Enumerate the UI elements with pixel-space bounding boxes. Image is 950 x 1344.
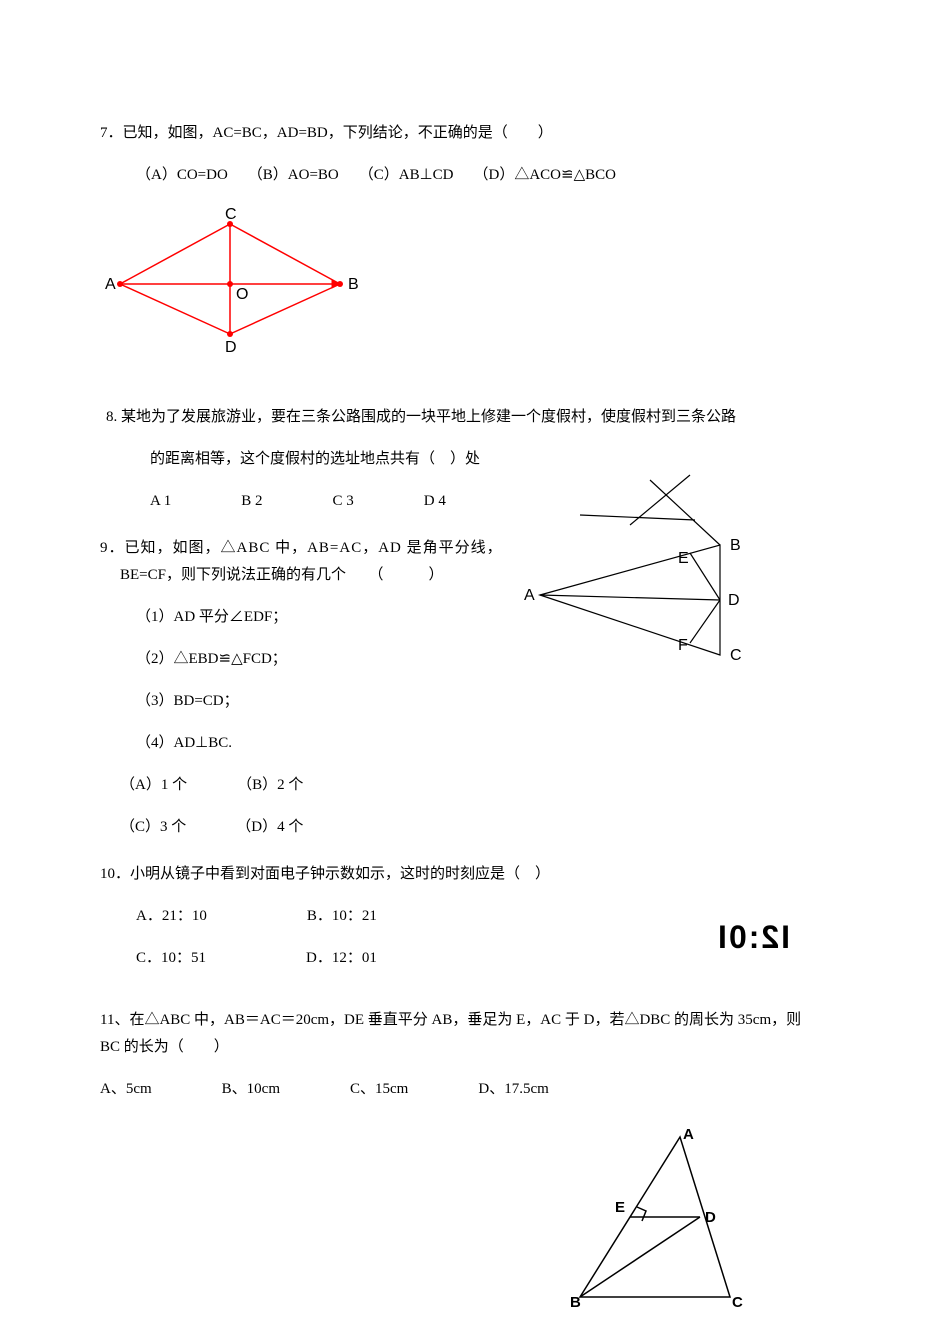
- q7-label-c: C: [225, 206, 237, 223]
- q7-label-o: O: [236, 286, 248, 303]
- q9-opt-b: （B）2 个: [237, 772, 303, 799]
- q8-opt-b: B 2: [241, 488, 262, 515]
- q9-label-e: E: [678, 550, 689, 567]
- q10-clock-display: I2:0I: [716, 909, 850, 967]
- q11-label-d: D: [705, 1209, 716, 1226]
- q9-opt-d: （D）4 个: [236, 814, 303, 841]
- q11-line2: BC 的长为（ ）: [100, 1034, 850, 1061]
- q9-label-c: C: [730, 647, 742, 664]
- q10-options-2: C．10：51 D．12：01: [100, 945, 716, 972]
- q11-opt-a: A、5cm: [100, 1076, 152, 1103]
- q11-opt-b: B、10cm: [222, 1076, 280, 1103]
- q9-figure: A B C D E F: [520, 465, 750, 705]
- q11-svg: A B C E D: [560, 1127, 750, 1317]
- q7-opt-d: （D）△ACO≌△BCO: [474, 162, 616, 189]
- q9-opt-a: （A）1 个: [120, 772, 187, 799]
- q8-opt-d: D 4: [424, 488, 446, 515]
- q8-opt-a: A 1: [150, 488, 171, 515]
- q9-options-2: （C）3 个 （D）4 个: [100, 814, 850, 841]
- q11-figure: A B C E D: [560, 1127, 750, 1327]
- clock-digits: I2:0I: [716, 909, 790, 967]
- question-9: A B C D E F 9．已知，如图，△ABC 中，AB=AC，AD 是角平分…: [100, 535, 850, 841]
- q11-line1: 11、在△ABC 中，AB＝AC＝20cm，DE 垂直平分 AB，垂足为 E，A…: [100, 1007, 850, 1034]
- q10-opt-a: A．21：10: [136, 903, 207, 930]
- q11-label-c: C: [732, 1294, 743, 1311]
- q11-opt-c: C、15cm: [350, 1076, 408, 1103]
- q7-text: 7．已知，如图，AC=BC，AD=BD，下列结论，不正确的是（ ）: [100, 120, 850, 147]
- q10-text: 10．小明从镜子中看到对面电子钟示数如示，这时的时刻应是（ ）: [100, 861, 850, 888]
- q9-label-f: F: [678, 637, 688, 654]
- q9-s4: （4）AD⊥BC.: [100, 730, 850, 757]
- q9-label-a: A: [524, 587, 535, 604]
- q11-opt-d: D、17.5cm: [478, 1076, 548, 1103]
- q11-label-a: A: [683, 1127, 694, 1143]
- q9-options-1: （A）1 个 （B）2 个: [100, 772, 850, 799]
- exam-page: 7．已知，如图，AC=BC，AD=BD，下列结论，不正确的是（ ） （A）CO=…: [0, 0, 950, 1163]
- q9-svg: A B C D E F: [520, 465, 750, 695]
- q9-label-b: B: [730, 537, 741, 554]
- q11-options: A、5cm B、10cm C、15cm D、17.5cm: [100, 1076, 850, 1103]
- question-10: 10．小明从镜子中看到对面电子钟示数如示，这时的时刻应是（ ） A．21：10 …: [100, 861, 850, 987]
- q7-opt-a: （A）CO=DO: [136, 162, 228, 189]
- q10-opt-c: C．10：51: [136, 945, 206, 972]
- q11-label-e: E: [615, 1199, 625, 1216]
- q7-label-b: B: [348, 276, 359, 293]
- q7-opt-b: （B）AO=BO: [248, 162, 339, 189]
- q10-options-1: A．21：10 B．10：21: [100, 903, 716, 930]
- q7-svg: A B C D O: [100, 204, 360, 364]
- q8-line1: 8. 某地为了发展旅游业，要在三条公路围成的一块平地上修建一个度假村，使度假村到…: [100, 404, 850, 431]
- q9-label-d: D: [728, 592, 740, 609]
- question-11: 11、在△ABC 中，AB＝AC＝20cm，DE 垂直平分 AB，垂足为 E，A…: [100, 1007, 850, 1103]
- q10-opt-b: B．10：21: [307, 903, 377, 930]
- q7-label-d: D: [225, 339, 237, 356]
- q11-label-b: B: [570, 1294, 581, 1311]
- q7-options: （A）CO=DO （B）AO=BO （C）AB⊥CD （D）△ACO≌△BCO: [100, 162, 850, 189]
- question-7: 7．已知，如图，AC=BC，AD=BD，下列结论，不正确的是（ ） （A）CO=…: [100, 120, 850, 374]
- q7-figure: A B C D O: [100, 204, 850, 374]
- q10-opt-d: D．12：01: [306, 945, 377, 972]
- q7-opt-c: （C）AB⊥CD: [359, 162, 454, 189]
- q7-label-a: A: [105, 276, 116, 293]
- q8-opt-c: C 3: [333, 488, 354, 515]
- q9-opt-c: （C）3 个: [120, 814, 186, 841]
